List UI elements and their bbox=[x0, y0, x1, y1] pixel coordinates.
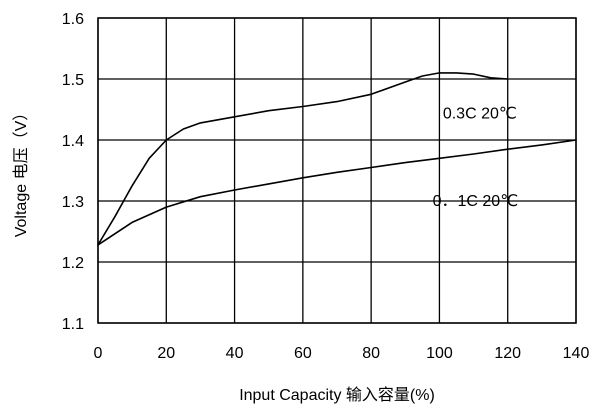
y-tick-label: 1.6 bbox=[62, 11, 84, 28]
y-tick-label: 1.5 bbox=[62, 72, 84, 89]
x-tick-label: 120 bbox=[494, 345, 521, 362]
y-axis-title: Voltage 电压（V） bbox=[12, 105, 30, 238]
x-tick-label: 0 bbox=[94, 345, 103, 362]
grid-layer bbox=[97, 17, 577, 324]
series-annotation-1: 0．1C 20℃ bbox=[433, 193, 519, 210]
x-tick-label: 100 bbox=[426, 345, 453, 362]
x-tick-label: 20 bbox=[157, 345, 175, 362]
y-tick-label: 1.1 bbox=[62, 316, 84, 333]
y-tick-label: 1.4 bbox=[62, 133, 84, 150]
x-tick-label: 40 bbox=[226, 345, 244, 362]
annotation-layer: 0.3C 20℃ 0．1C 20℃ bbox=[433, 106, 519, 210]
series-line-0 bbox=[97, 72, 509, 246]
series-line-1 bbox=[97, 139, 577, 246]
y-tick-label: 1.3 bbox=[62, 194, 84, 211]
x-tick-label: 140 bbox=[563, 345, 590, 362]
y-tick-label: 1.2 bbox=[62, 255, 84, 272]
series-layer bbox=[97, 72, 577, 246]
x-tick-label: 80 bbox=[362, 345, 380, 362]
plot-border bbox=[97, 17, 577, 324]
x-axis-title: Input Capacity 输入容量(%) bbox=[239, 386, 435, 404]
tick-layer: 0 20 40 60 80 100 120 140 1.1 1.2 1.3 1.4 1.5 1.6 bbox=[62, 11, 590, 362]
series-annotation-0: 0.3C 20℃ bbox=[443, 106, 517, 123]
x-tick-label: 60 bbox=[294, 345, 312, 362]
